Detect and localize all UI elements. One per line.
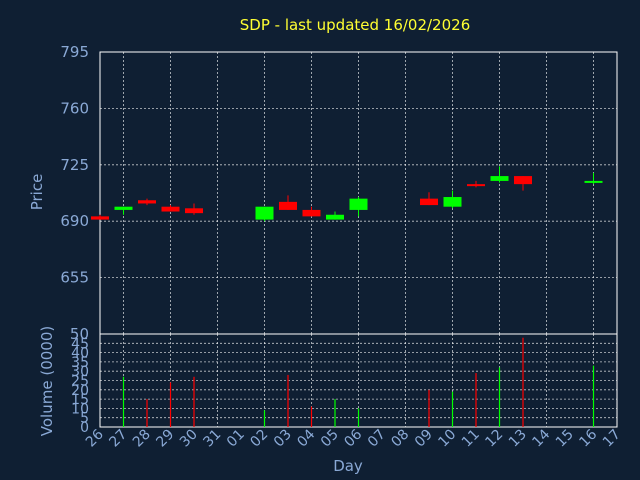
day-tick-label: 16	[576, 426, 600, 450]
candle	[91, 214, 109, 220]
day-tick-label: 09	[412, 427, 436, 451]
price-gridlines	[100, 51, 617, 334]
candle	[185, 203, 203, 215]
price-axis-ticks: 655 690 725 760 795	[60, 43, 89, 287]
price-axis-label: Price	[28, 174, 46, 211]
volume-tick-label: 0	[80, 420, 89, 436]
candle	[349, 197, 368, 217]
candle	[420, 192, 438, 206]
candle-body	[255, 206, 274, 220]
candle-body	[302, 209, 321, 217]
day-tick-label: 15	[553, 427, 577, 451]
price-tick-label: 725	[60, 156, 89, 174]
candle-body	[326, 214, 344, 220]
day-tick-label: 02	[247, 427, 271, 451]
candle	[490, 166, 509, 183]
day-tick-label: 13	[506, 427, 530, 451]
day-tick-label: 06	[341, 426, 365, 450]
price-tick-label: 690	[60, 212, 89, 230]
price-tick-label: 655	[60, 269, 89, 287]
candle-body	[467, 184, 485, 187]
day-tick-label: 28	[130, 427, 154, 451]
day-tick-label: 31	[200, 427, 224, 451]
day-tick-label: 11	[459, 427, 483, 451]
price-tick-label: 760	[60, 99, 89, 117]
candle	[443, 190, 462, 209]
candle	[255, 206, 274, 222]
day-tick-label: 04	[294, 426, 318, 450]
day-tick-label: 12	[482, 427, 506, 451]
volume-tick-label: 35	[71, 355, 89, 371]
day-axis-label: Day	[333, 457, 363, 475]
volume-tick-label: 15	[71, 392, 89, 408]
day-tick-label: 08	[388, 427, 412, 451]
volume-tick-label: 30	[71, 364, 89, 380]
candle	[514, 176, 532, 191]
candle-body	[91, 216, 109, 220]
volume-bars	[122, 337, 595, 427]
volume-tick-label: 10	[71, 401, 89, 417]
day-tick-label: 30	[177, 427, 201, 451]
candle-body	[349, 198, 368, 210]
price-tick-label: 795	[60, 43, 89, 61]
day-axis-ticks: 26 27 28 29 30 31 01 02 03 04 05 06 07 08 09 10 11 12 13 14…	[83, 426, 624, 450]
candle	[326, 211, 344, 220]
candle-body	[490, 176, 509, 181]
volume-tick-label: 40	[71, 346, 89, 362]
volume-tick-label: 5	[80, 411, 89, 427]
price-panel: 655 690 725 760 795 Price	[28, 43, 618, 335]
candle-body	[161, 206, 180, 212]
day-tick-label: 05	[318, 427, 342, 451]
candle	[302, 206, 321, 217]
day-tick-label: 07	[365, 427, 389, 451]
candle	[279, 195, 297, 210]
candle	[114, 206, 133, 215]
day-tick-label: 27	[106, 427, 130, 451]
volume-tick-label: 25	[71, 374, 89, 390]
day-tick-label: 03	[271, 427, 295, 451]
candle-body	[138, 200, 156, 204]
candle-body	[584, 180, 603, 183]
candle	[161, 205, 180, 212]
candle-body	[514, 176, 532, 185]
volume-tick-label: 50	[70, 325, 89, 343]
price-candles	[91, 166, 603, 222]
day-tick-label: 14	[529, 426, 553, 450]
volume-tick-label: 20	[71, 383, 89, 399]
candle	[138, 198, 156, 206]
candle	[467, 180, 485, 188]
candle-body	[443, 197, 462, 207]
volume-axis-label: Volume (0000)	[38, 326, 56, 436]
volume-tick-label: 45	[71, 336, 89, 352]
day-tick-label: 29	[153, 427, 177, 451]
day-tick-label: 17	[600, 427, 624, 451]
candle	[584, 172, 603, 185]
candle-body	[420, 198, 438, 206]
chart-title: SDP - last updated 16/02/2026	[240, 16, 471, 34]
candle-body	[279, 201, 297, 210]
day-tick-label: 01	[224, 427, 248, 451]
day-tick-label: 10	[435, 427, 459, 451]
candle-body	[185, 208, 203, 214]
candle-body	[114, 206, 133, 210]
